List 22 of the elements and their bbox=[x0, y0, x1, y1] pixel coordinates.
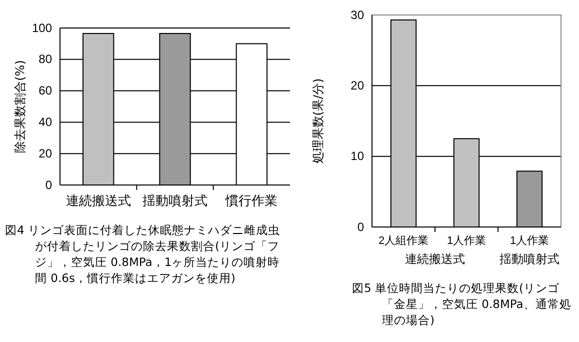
y-tick-label: 10 bbox=[350, 149, 364, 164]
x-tick-label: 連続搬送式 bbox=[66, 193, 131, 208]
y-tick-label: 20 bbox=[38, 146, 52, 160]
x-tick-label: 揺動噴射式 bbox=[142, 193, 208, 208]
caption: 図5 単位時間当たりの処理果数(リンゴ「金星」，空気圧 0.8MPa、通常処理の場合) bbox=[352, 280, 572, 328]
y-tick-label: 80 bbox=[38, 52, 52, 66]
y-tick-label: 40 bbox=[38, 115, 52, 130]
x-tick-label: 1人作業 bbox=[446, 234, 486, 247]
text: 揺動噴射式 bbox=[500, 252, 560, 266]
x-tick-label: 1人作業 bbox=[510, 234, 550, 247]
y-axis-title: 除去果数割合(%) bbox=[13, 60, 27, 153]
x-tick-label: 慣行作業 bbox=[224, 193, 278, 208]
caption: 図4 リンゴ表面に付着した休眠態ナミハダニ雌成虫が付着したリンゴの除去果数割合(リンゴ「フジ」，空気圧 0.8MPa，1ヶ所当たりの噴射時間 0.6s，慣行作業はエアガンを使用) bbox=[5, 222, 281, 286]
x-tick-label: 2人組作業 bbox=[378, 234, 429, 247]
y-tick-label: 0 bbox=[357, 220, 364, 234]
y-tick-label: 20 bbox=[350, 78, 364, 93]
y-tick-label: 30 bbox=[350, 8, 364, 22]
y-axis-title: 処理果数(果/分) bbox=[311, 78, 325, 164]
text: 連続搬送式 bbox=[405, 252, 465, 266]
y-tick-label: 60 bbox=[38, 84, 52, 98]
y-tick-label: 0 bbox=[45, 178, 52, 192]
y-tick-label: 100 bbox=[32, 20, 52, 35]
